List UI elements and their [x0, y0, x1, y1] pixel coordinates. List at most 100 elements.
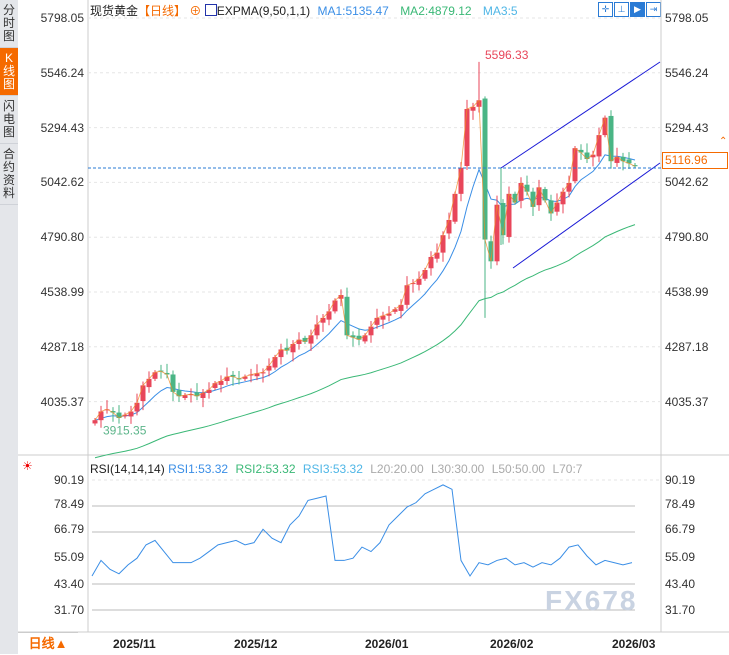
rsi-tick-left: 66.79: [53, 522, 84, 536]
tab-kline-chart[interactable]: K线图: [0, 48, 18, 96]
candle-body: [566, 182, 572, 192]
play-icon[interactable]: ▶: [630, 2, 645, 17]
candle-body: [296, 339, 302, 345]
candle-body: [410, 283, 416, 285]
candle-body: [494, 204, 500, 262]
settings-sun-icon[interactable]: ☀: [22, 459, 33, 473]
candle-body: [458, 167, 464, 194]
price-tick-left: 5798.05: [40, 11, 84, 25]
rsi-tick-right: 31.70: [665, 603, 696, 617]
candle-body: [266, 365, 272, 371]
candle-body: [464, 108, 470, 166]
symbol-name: 现货黄金: [90, 4, 139, 18]
price-tick-right: 4035.37: [665, 394, 709, 409]
l70-value: L70:7: [552, 462, 583, 476]
candle-body: [134, 402, 140, 412]
chart-header: 现货黄金【日线】 ⊕ EXPMA(9,50,1,1) MA1:5135.47 M…: [90, 2, 518, 19]
candle-body: [128, 411, 134, 417]
price-tick-left: 4035.37: [40, 394, 84, 409]
candle-body: [308, 335, 314, 344]
tab-contract-info[interactable]: 合约资料: [0, 144, 18, 205]
candle-body: [278, 349, 284, 358]
candle-body: [404, 285, 410, 305]
candle-body: [140, 385, 146, 402]
period-label[interactable]: 【日线】: [138, 4, 187, 18]
candle-body: [554, 202, 560, 212]
rsi-tick-left: 55.09: [53, 550, 84, 564]
candle-body: [320, 317, 326, 323]
candle-body: [506, 193, 512, 237]
price-tick-left: 5042.62: [40, 175, 84, 190]
candle-body: [350, 335, 356, 338]
price-tick-left: 4287.18: [40, 339, 84, 354]
rsi-tick-left: 78.49: [53, 497, 84, 511]
candle-body: [254, 373, 260, 377]
zoom-range-icon[interactable]: ⊥: [614, 2, 629, 17]
candle-body: [284, 347, 290, 351]
candle-body: [596, 135, 602, 157]
candle-body: [242, 376, 248, 379]
candle-body: [440, 235, 446, 253]
candle-body: [386, 313, 392, 316]
close-line: [94, 99, 636, 421]
crosshair-toggle-icon[interactable]: ⊕: [189, 4, 202, 18]
candle-body: [482, 98, 488, 240]
candle-body: [290, 344, 296, 353]
price-tick-left: 4790.80: [40, 230, 84, 245]
current-price-label: 5116.96: [662, 152, 728, 169]
candle-body: [326, 311, 332, 320]
candle-body: [524, 184, 530, 192]
l30-value: L30:30.00: [430, 462, 485, 476]
price-tick-right: 5294.43: [665, 120, 709, 135]
expand-arrow-icon[interactable]: ⌃: [719, 136, 728, 147]
price-tick-right: 4790.80: [665, 230, 709, 245]
candle-body: [512, 193, 518, 203]
rsi-tick-right: 43.40: [665, 577, 696, 591]
candle-body: [98, 411, 104, 421]
rsi-tick-right: 78.49: [665, 497, 696, 511]
indicator-icon[interactable]: [204, 4, 217, 16]
rsi-tick-left: 90.19: [53, 473, 84, 487]
candle-body: [560, 191, 566, 205]
candle-body: [176, 390, 182, 397]
candle-body: [152, 372, 158, 379]
candle-body: [362, 335, 368, 342]
candle-body: [218, 381, 224, 385]
ema9-line: [94, 154, 636, 421]
rsi-tick-left: 31.70: [53, 603, 84, 617]
price-tick-right: 4538.99: [665, 285, 709, 299]
candle-body: [92, 420, 98, 424]
indicator-name[interactable]: EXPMA(9,50,1,1): [216, 4, 311, 18]
high-price-label: 5596.33: [485, 48, 529, 62]
ma2-value: MA2:4879.12: [400, 4, 472, 18]
candle-body: [626, 159, 632, 164]
time-label: 2026/01: [365, 637, 409, 651]
rsi-tick-right: 90.19: [665, 473, 696, 487]
candle-body: [314, 324, 320, 336]
price-tick-right: 5546.24: [665, 65, 709, 80]
rsi2-value: RSI2:53.32: [235, 462, 296, 476]
candle-body: [374, 317, 380, 325]
crosshair-icon[interactable]: ✛: [598, 2, 613, 17]
ma3-value: MA3:5: [482, 4, 518, 18]
rsi-tick-right: 66.79: [665, 522, 696, 536]
candle-body: [200, 392, 206, 398]
candle-body: [356, 335, 362, 340]
period-button[interactable]: 日线▲: [18, 632, 78, 655]
candle-body: [182, 395, 188, 398]
rsi1-value: RSI1:53.32: [168, 462, 229, 476]
rsi-header: RSI(14,14,14) RSI1:53.32 RSI2:53.32 RSI3…: [90, 462, 582, 476]
candle-body: [614, 156, 620, 163]
time-label: 2025/12: [234, 637, 278, 651]
candle-body: [110, 411, 116, 413]
tab-time-chart[interactable]: 分时图: [0, 0, 18, 48]
candle-body: [116, 412, 122, 419]
candle-body: [272, 357, 278, 368]
candle-body: [368, 326, 374, 336]
candle-body: [188, 394, 194, 396]
candle-body: [332, 300, 338, 312]
tab-flash-chart[interactable]: 闪电图: [0, 96, 18, 144]
candle-body: [344, 296, 350, 336]
time-label: 2026/03: [612, 637, 656, 651]
